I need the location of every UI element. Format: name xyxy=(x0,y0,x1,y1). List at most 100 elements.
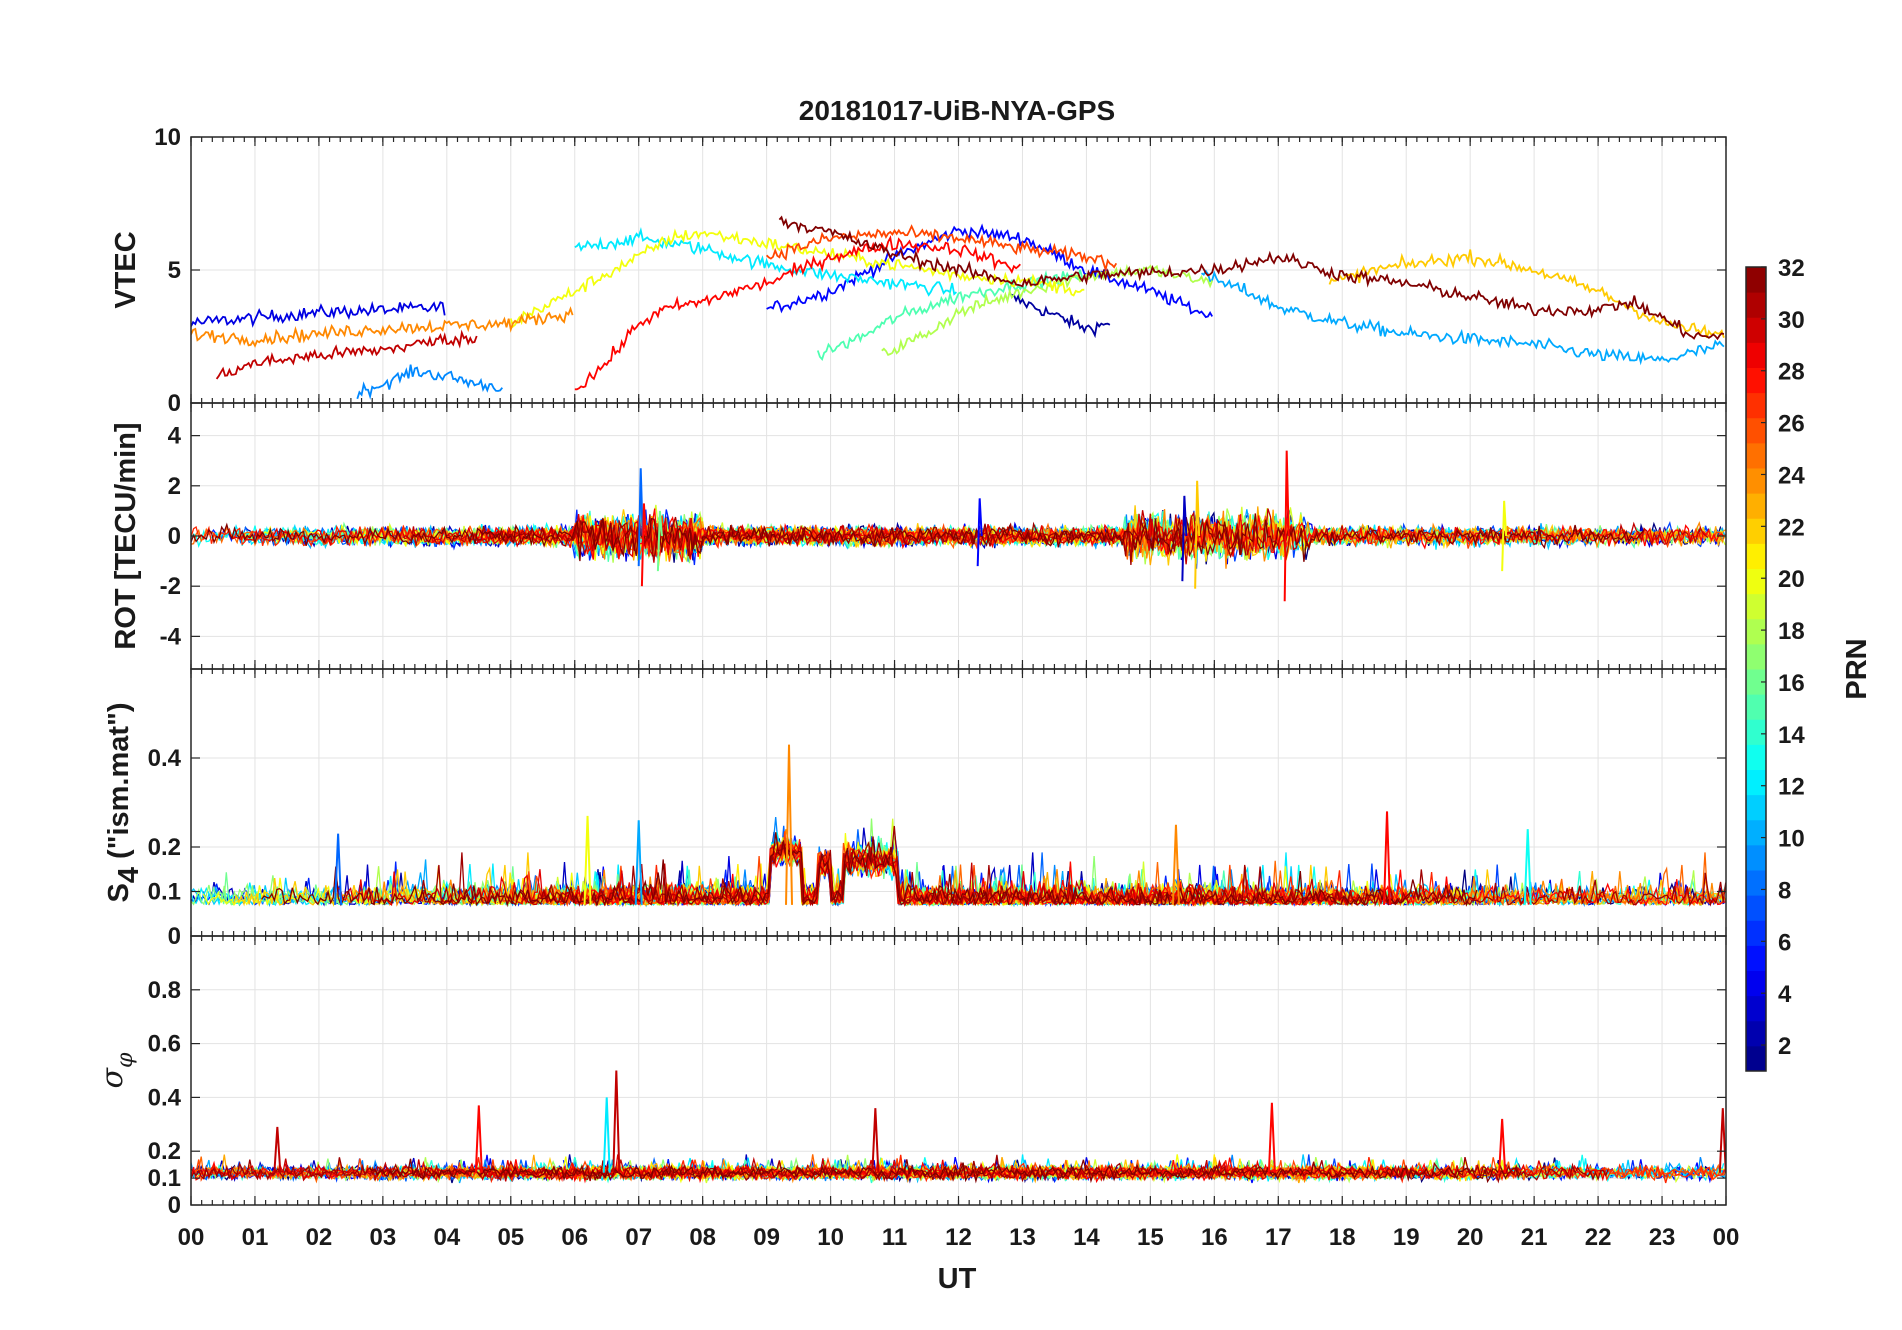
colorbar-segment xyxy=(1746,719,1766,745)
panel-vtec: 0 5 10 VTEC xyxy=(110,124,1727,417)
colorbar-segment xyxy=(1746,669,1766,695)
colorbar-segment xyxy=(1746,744,1766,770)
s4-spike-prn-24 xyxy=(785,744,794,905)
colorbar-segment xyxy=(1746,417,1766,444)
colorbar-segment xyxy=(1746,870,1766,896)
y-tick-label: 0 xyxy=(168,923,181,950)
panel-sigma_phi: 00.10.2 0.4 0.6 0.8 σφ xyxy=(95,935,1727,1219)
colorbar-tick-label: 30 xyxy=(1778,307,1805,334)
colorbar-segment xyxy=(1746,593,1766,620)
series-vtec xyxy=(191,215,1725,400)
series-s4 xyxy=(191,744,1726,908)
vtec-line-prn-2 xyxy=(1009,292,1111,339)
rot-spike-prn-20 xyxy=(1501,500,1508,572)
colorbar-segment xyxy=(1746,694,1766,720)
vtec-line-prn-4 xyxy=(191,300,446,328)
colorbar-segment xyxy=(1746,392,1766,419)
vtec-line-prn-10 xyxy=(1201,269,1725,366)
y-axis-label-rot: ROT [TECU/min] xyxy=(110,422,142,649)
colorbar-segment xyxy=(1746,819,1766,846)
x-tick-label: 00 xyxy=(178,1224,205,1251)
colorbar-tick-label: 6 xyxy=(1778,929,1791,956)
vtec-line-prn-18 xyxy=(881,263,1214,357)
colorbar-label: PRN xyxy=(1841,638,1873,699)
s4-spike-prn-8 xyxy=(334,833,343,905)
colorbar-segment xyxy=(1746,844,1766,871)
x-tick-label: 17 xyxy=(1265,1224,1292,1251)
colorbar-segment xyxy=(1746,518,1766,544)
colorbar-tick-label: 10 xyxy=(1778,826,1805,853)
x-tick-label: 16 xyxy=(1201,1224,1228,1251)
y-tick-label: 0 xyxy=(168,523,181,550)
x-axis-label: UT xyxy=(938,1263,977,1295)
y-tick-label: 0 xyxy=(168,390,181,417)
x-tick-label: 10 xyxy=(817,1224,844,1251)
y-axis-label-vtec: VTEC xyxy=(110,231,142,308)
colorbar-segment xyxy=(1746,342,1766,368)
x-tick-label: 13 xyxy=(1009,1224,1036,1251)
colorbar-segment xyxy=(1746,769,1766,796)
colorbar-tick-label: 12 xyxy=(1778,774,1805,801)
colorbar-tick-label: 28 xyxy=(1778,359,1805,386)
vtec-line-prn-26 xyxy=(765,224,1118,274)
x-tick-label: 05 xyxy=(497,1224,524,1251)
x-tick-label: 18 xyxy=(1329,1224,1356,1251)
colorbar-tick-label: 4 xyxy=(1778,981,1792,1008)
chart-title: 20181017-UiB-NYA-GPS xyxy=(799,95,1115,126)
rot-spike-prn-3 xyxy=(1181,495,1188,582)
colorbar-tick-label: 16 xyxy=(1778,670,1805,697)
colorbar-segment xyxy=(1746,920,1766,946)
y-tick-label: 0.1 xyxy=(148,1165,181,1192)
x-tick-label: 03 xyxy=(370,1224,397,1251)
x-tick-label: 20 xyxy=(1457,1224,1484,1251)
colorbar-tick-label: 26 xyxy=(1778,411,1805,438)
y-tick-label: -2 xyxy=(160,573,181,600)
colorbar-tick-label: 8 xyxy=(1778,877,1791,904)
colorbar-segment xyxy=(1746,995,1766,1022)
s4-spike-prn-28 xyxy=(1383,811,1392,905)
s4-spike-prn-24 xyxy=(1171,824,1180,905)
y-tick-label: 0.2 xyxy=(148,834,181,861)
colorbar-tick-label: 20 xyxy=(1778,566,1805,593)
x-tick-label: 02 xyxy=(306,1224,333,1251)
x-tick-label: 14 xyxy=(1073,1224,1100,1251)
colorbar-tick-label: 14 xyxy=(1778,722,1805,749)
colorbar-tick-label: 22 xyxy=(1778,514,1805,541)
x-tick-label: 01 xyxy=(242,1224,269,1251)
sigma_phi-spike-prn-30 xyxy=(273,1126,282,1173)
colorbar-segment xyxy=(1746,292,1766,318)
x-tick-label: 22 xyxy=(1585,1224,1612,1251)
x-tick-label: 11 xyxy=(882,1224,907,1251)
x-tick-label: 00 xyxy=(1713,1224,1740,1251)
grid-vtec xyxy=(190,136,1727,404)
y-tick-label: 5 xyxy=(168,257,181,284)
colorbar-segment xyxy=(1746,895,1766,921)
y-tick-label: 0.4 xyxy=(148,1084,182,1111)
colorbar-tick-label: 2 xyxy=(1778,1033,1791,1060)
vtec-line-prn-28 xyxy=(574,235,1021,391)
colorbar-segment xyxy=(1746,618,1766,645)
s4-spike-prn-20 xyxy=(583,815,592,905)
s4-spike-prn-10 xyxy=(634,820,643,905)
colorbar-segment xyxy=(1746,493,1766,519)
colorbar-tick-label: 24 xyxy=(1778,462,1805,489)
x-tick-label: 08 xyxy=(689,1224,716,1251)
sigma_phi-spike-prn-30 xyxy=(1718,1108,1726,1173)
colorbar-segment xyxy=(1746,442,1766,469)
colorbar-segment xyxy=(1746,643,1766,670)
series-rot xyxy=(191,450,1726,602)
rot-spike-prn-5 xyxy=(976,498,983,567)
series-sigma_phi xyxy=(191,1070,1726,1184)
colorbar-segment xyxy=(1746,267,1766,293)
x-tick-label: 21 xyxy=(1521,1224,1548,1251)
grid-sigma_phi xyxy=(190,936,1727,1206)
vtec-line-prn-12 xyxy=(574,227,957,297)
colorbar-segment xyxy=(1746,317,1766,343)
rot-spike-prn-16 xyxy=(656,510,663,572)
colorbar-frame xyxy=(1745,266,1767,1072)
colorbar-segment xyxy=(1746,468,1766,494)
sigma_phi-line-prn-32 xyxy=(369,1158,1522,1184)
